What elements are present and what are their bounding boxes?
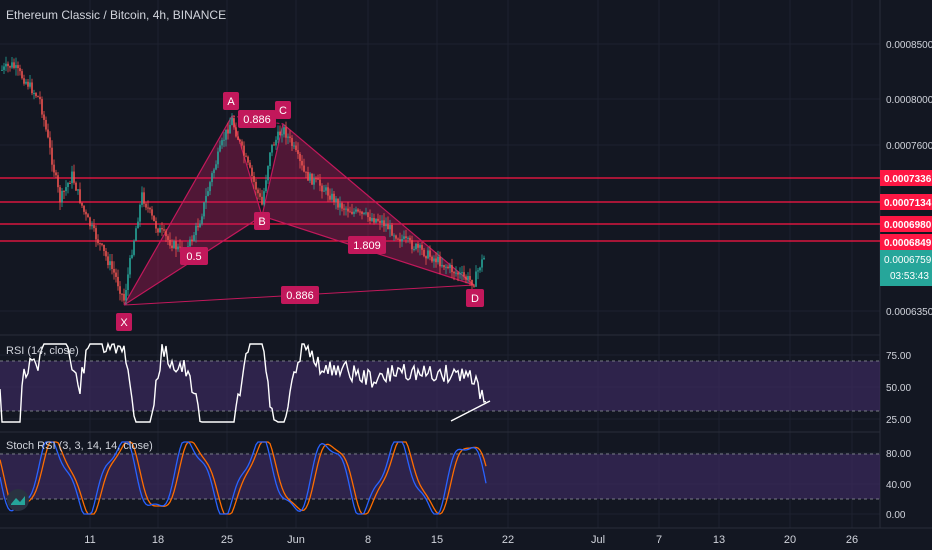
price-axis[interactable]: 0.0008500 0.0008000 0.0007600 0.0006350 … xyxy=(880,40,932,521)
horizontal-levels[interactable] xyxy=(0,177,880,242)
level-tag-bg xyxy=(880,234,932,250)
time-axis-label: 15 xyxy=(431,534,443,546)
rsi-line xyxy=(0,341,487,423)
ratio-label-bg xyxy=(238,110,276,128)
time-axis-label: 20 xyxy=(784,534,796,546)
logo-icon xyxy=(11,496,25,505)
level-tag: 0.0007134 xyxy=(884,198,932,209)
ratio-label-bcd[interactable]: 1.809 xyxy=(353,240,381,252)
pattern-point-labels[interactable]: X A B C D xyxy=(116,92,484,331)
harmonic-pattern[interactable] xyxy=(123,114,475,306)
time-axis-label: Jul xyxy=(591,534,605,546)
ratio-label-abc[interactable]: 0.886 xyxy=(243,114,271,126)
level-tag-bg xyxy=(880,170,932,186)
rsi-tick: 50.00 xyxy=(886,383,911,394)
time-axis-label: 8 xyxy=(365,534,371,546)
bar-countdown: 03:53:43 xyxy=(890,271,929,282)
point-label-d-bg xyxy=(466,289,484,307)
level-tag: 0.0007336 xyxy=(884,174,932,185)
stoch-pane-label[interactable]: Stoch RSI (3, 3, 14, 14, close) xyxy=(6,440,153,452)
stoch-band xyxy=(0,454,880,499)
time-axis-label: 18 xyxy=(152,534,164,546)
current-price: 0.0006759 xyxy=(884,255,932,266)
tradingview-logo[interactable] xyxy=(7,489,29,511)
point-label-b[interactable]: B xyxy=(258,216,265,228)
point-label-x-bg xyxy=(116,313,132,331)
point-label-a-bg xyxy=(223,92,239,110)
point-label-c[interactable]: C xyxy=(279,105,287,117)
level-tag: 0.0006849 xyxy=(884,238,932,249)
current-price-tag-bg xyxy=(880,250,932,286)
level-tag-bg xyxy=(880,194,932,210)
stoch-tick: 40.00 xyxy=(886,480,911,491)
rsi-tick: 75.00 xyxy=(886,351,911,362)
time-axis[interactable]: 11 18 25 Jun 8 15 22 Jul 7 13 20 26 xyxy=(84,534,858,546)
rsi-pane-label[interactable]: RSI (14, close) xyxy=(6,345,79,357)
symbol-title[interactable]: Ethereum Classic / Bitcoin, 4h, BINANCE xyxy=(6,8,227,22)
ratio-label-bg xyxy=(348,236,386,254)
stoch-k-line xyxy=(0,441,487,515)
point-label-c-bg xyxy=(275,101,291,119)
level-tag-bg xyxy=(880,216,932,232)
ratio-label-xab[interactable]: 0.5 xyxy=(186,251,201,263)
time-axis-label: 7 xyxy=(656,534,662,546)
time-axis-label: 25 xyxy=(221,534,233,546)
time-axis-label: Jun xyxy=(287,534,305,546)
candlestick-series xyxy=(1,56,485,305)
point-label-x[interactable]: X xyxy=(120,317,128,329)
stoch-tick: 80.00 xyxy=(886,449,911,460)
rsi-divergence-line[interactable] xyxy=(450,400,491,422)
time-axis-label: 22 xyxy=(502,534,514,546)
time-axis-label: 26 xyxy=(846,534,858,546)
stoch-d-line xyxy=(0,441,487,515)
ratio-label-bg xyxy=(281,286,319,304)
point-label-a[interactable]: A xyxy=(227,96,235,108)
time-axis-label: 11 xyxy=(84,534,95,546)
ratio-label-xad[interactable]: 0.886 xyxy=(286,290,314,302)
point-label-d[interactable]: D xyxy=(471,293,479,305)
point-label-b-bg xyxy=(254,212,270,230)
price-tick: 0.0008000 xyxy=(886,95,932,106)
time-axis-label: 13 xyxy=(713,534,725,546)
level-tag: 0.0006980 xyxy=(884,220,932,231)
price-tick: 0.0007600 xyxy=(886,141,932,152)
price-tick: 0.0008500 xyxy=(886,40,932,51)
ratio-label-bg xyxy=(180,247,208,265)
stoch-tick: 0.00 xyxy=(886,510,906,521)
pattern-ratio-labels[interactable]: 0.5 0.886 1.809 0.886 xyxy=(180,110,386,304)
price-tick: 0.0006350 xyxy=(886,307,932,318)
rsi-tick: 25.00 xyxy=(886,415,911,426)
